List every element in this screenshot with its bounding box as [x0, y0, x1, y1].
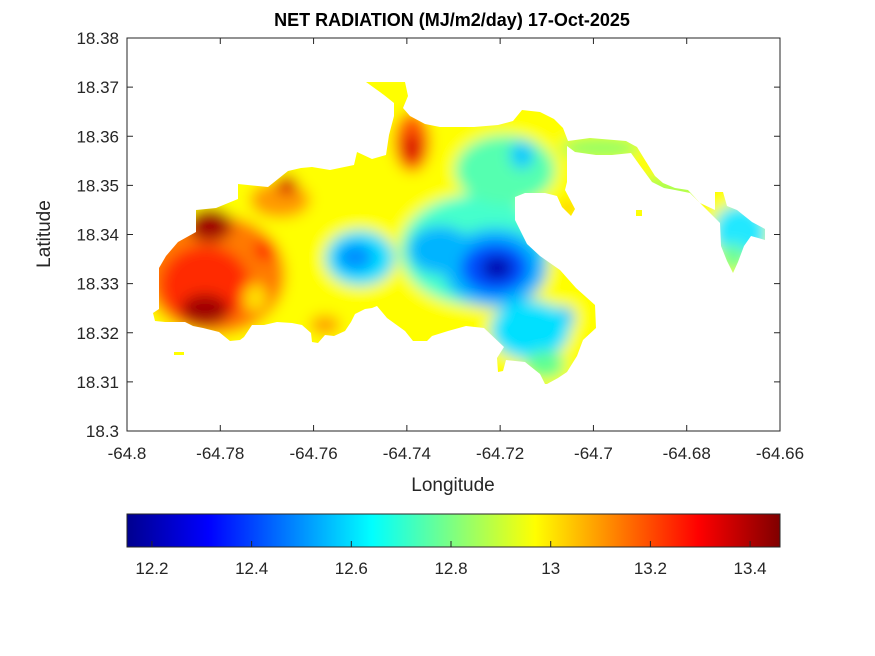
y-axis-ticks: 18.3 18.31 18.32 18.33 18.34 18.35 18.36 18.37 1… [76, 29, 780, 441]
south-cyan-zone [490, 300, 570, 360]
peninsula-high-core [403, 134, 421, 162]
north-low-spot [510, 141, 534, 169]
x-tick-label: -64.76 [289, 444, 337, 463]
x-axis-label: Longitude [411, 475, 494, 496]
colorbar-tick-label: 12.8 [434, 559, 467, 578]
colorbar: 12.2 12.4 12.6 12.8 13 13.2 13.4 [126, 513, 781, 578]
x-tick-label: -64.7 [574, 444, 613, 463]
y-tick-label: 18.35 [76, 176, 119, 195]
x-axis-ticks: -64.8 -64.78 -64.76 -64.74 -64.72 -64.7 -64.68… [108, 38, 804, 463]
colorbar-tick-label: 13.4 [734, 559, 767, 578]
local-moderate-sw [243, 284, 267, 312]
colorbar-tick-label: 12.6 [335, 559, 368, 578]
y-tick-label: 18.32 [76, 324, 119, 343]
y-tick-label: 18.3 [86, 422, 119, 441]
y-tick-label: 18.36 [76, 127, 119, 146]
y-tick-label: 18.37 [76, 78, 119, 97]
high-core-nw [188, 208, 232, 242]
colorbar-gradient [126, 513, 781, 548]
y-tick-label: 18.38 [76, 29, 119, 48]
colorbar-tick-label: 13.2 [634, 559, 667, 578]
high-core-north [277, 175, 297, 195]
local-high-center [254, 239, 276, 261]
x-tick-label: -64.78 [196, 444, 244, 463]
y-tick-label: 18.34 [76, 226, 119, 245]
y-axis-label: Latitude [34, 200, 55, 268]
x-tick-label: -64.66 [756, 444, 804, 463]
high-core-sw [181, 294, 229, 326]
colorbar-tick-label: 12.4 [235, 559, 268, 578]
east-low-core [481, 256, 513, 280]
x-tick-label: -64.8 [108, 444, 147, 463]
x-tick-label: -64.68 [663, 444, 711, 463]
west-low-core [337, 243, 373, 271]
plot-area: -64.8 -64.78 -64.76 -64.74 -64.72 -64.7 -64.68… [76, 29, 804, 463]
x-tick-label: -64.74 [383, 444, 431, 463]
colorbar-tick-label: 12.2 [135, 559, 168, 578]
x-tick-label: -64.72 [476, 444, 524, 463]
colorbar-ticks: 12.2 12.4 12.6 12.8 13 13.2 13.4 [135, 541, 767, 578]
y-tick-label: 18.33 [76, 275, 119, 294]
colorbar-tick-label: 13 [541, 559, 560, 578]
chart-title: NET RADIATION (MJ/m2/day) 17-Oct-2025 [274, 10, 630, 30]
y-tick-label: 18.31 [76, 373, 119, 392]
south-orange-spot [310, 315, 340, 335]
